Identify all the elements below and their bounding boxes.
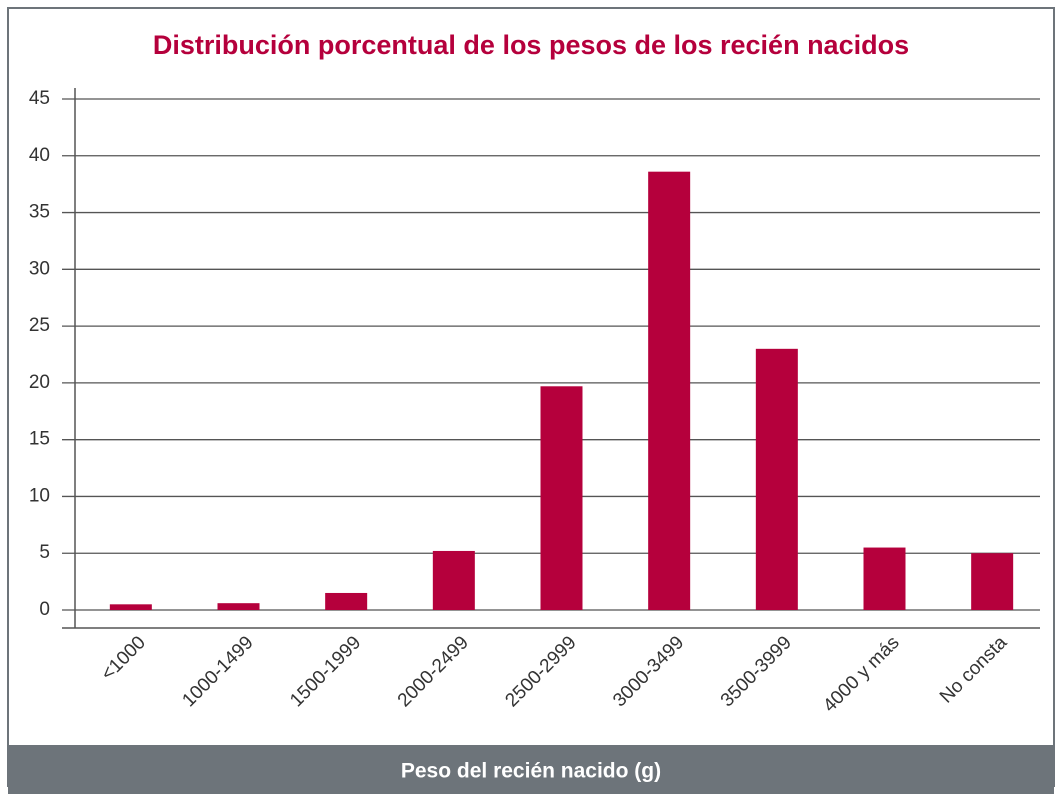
bar	[432, 550, 475, 610]
y-tick-label: 15	[29, 429, 50, 450]
chart-title: Distribución porcentual de los pesos de …	[153, 30, 909, 60]
x-axis-label: Peso del recién nacido (g)	[401, 760, 661, 783]
y-tick-label: 30	[29, 258, 50, 279]
bar	[325, 592, 368, 610]
y-tick-label: 35	[29, 202, 50, 223]
bar	[648, 171, 691, 611]
bar	[863, 547, 906, 610]
chart-frame	[7, 7, 1055, 787]
bar	[971, 553, 1014, 610]
y-tick-label: 0	[39, 599, 50, 620]
y-tick-label: 25	[29, 315, 50, 336]
y-tick-label: 20	[29, 372, 50, 393]
y-tick-label: 10	[29, 485, 50, 506]
footer-bar	[8, 745, 1054, 794]
bar	[755, 348, 798, 610]
y-tick-label: 45	[29, 88, 50, 109]
y-tick-label: 40	[29, 145, 50, 166]
bar	[540, 386, 583, 610]
bar	[109, 604, 152, 610]
y-tick-label: 5	[39, 542, 50, 563]
bar	[217, 603, 260, 610]
